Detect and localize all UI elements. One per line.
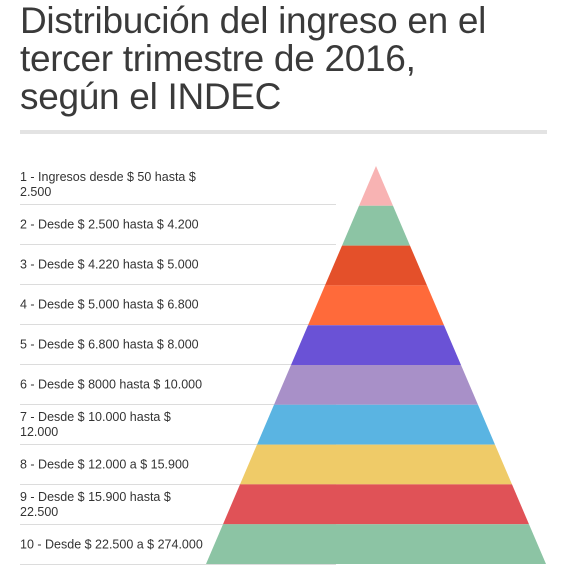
level-label: 4 - Desde $ 5.000 hasta $ 6.800	[20, 297, 199, 311]
pyramid-layer-5	[291, 325, 461, 365]
level-row-5: 5 - Desde $ 6.800 hasta $ 8.000	[20, 325, 336, 365]
level-label: 6 - Desde $ 8000 hasta $ 10.000	[20, 377, 203, 391]
level-label-list: 1 - Ingresos desde $ 50 hasta $ 2.500 2 …	[20, 165, 336, 565]
title-line-3: según el INDEC	[20, 76, 282, 117]
level-label: 3 - Desde $ 4.220 hasta $ 5.000	[20, 257, 199, 271]
pyramid-layer-9	[223, 484, 529, 525]
title-line-1: Distribución del ingreso en el	[20, 0, 487, 41]
pyramid-layer-6	[274, 365, 478, 405]
level-row-1: 1 - Ingresos desde $ 50 hasta $ 2.500	[20, 165, 336, 205]
level-row-7: 7 - Desde $ 10.000 hasta $ 12.000	[20, 405, 336, 445]
pyramid-layer-1	[359, 166, 393, 206]
level-label: 10 - Desde $ 22.500 a $ 274.000	[20, 537, 203, 551]
level-label: 9 - Desde $ 15.900 hasta $ 22.500	[20, 489, 171, 519]
level-label: 1 - Ingresos desde $ 50 hasta $ 2.500	[20, 169, 196, 199]
title-divider	[20, 130, 547, 134]
level-row-2: 2 - Desde $ 2.500 hasta $ 4.200	[20, 205, 336, 245]
pyramid-layer-2	[342, 205, 410, 246]
level-label: 2 - Desde $ 2.500 hasta $ 4.200	[20, 217, 199, 231]
level-row-4: 4 - Desde $ 5.000 hasta $ 6.800	[20, 285, 336, 325]
level-label: 5 - Desde $ 6.800 hasta $ 8.000	[20, 337, 199, 351]
level-row-9: 9 - Desde $ 15.900 hasta $ 22.500	[20, 485, 336, 525]
level-label: 8 - Desde $ 12.000 a $ 15.900	[20, 457, 189, 471]
level-row-3: 3 - Desde $ 4.220 hasta $ 5.000	[20, 245, 336, 285]
level-row-6: 6 - Desde $ 8000 hasta $ 10.000	[20, 365, 336, 405]
level-row-8: 8 - Desde $ 12.000 a $ 15.900	[20, 445, 336, 485]
pyramid-layer-7	[257, 404, 495, 445]
pyramid-layer-3	[325, 245, 427, 286]
page-title: Distribución del ingreso en el tercer tr…	[20, 2, 560, 116]
level-label: 7 - Desde $ 10.000 hasta $ 12.000	[20, 409, 171, 439]
level-row-10: 10 - Desde $ 22.500 a $ 274.000	[20, 525, 336, 565]
pyramid-layer-4	[308, 285, 444, 326]
pyramid-layer-8	[240, 444, 512, 485]
pyramid-layer-10	[206, 524, 546, 564]
title-line-2: tercer trimestre de 2016,	[20, 38, 416, 79]
